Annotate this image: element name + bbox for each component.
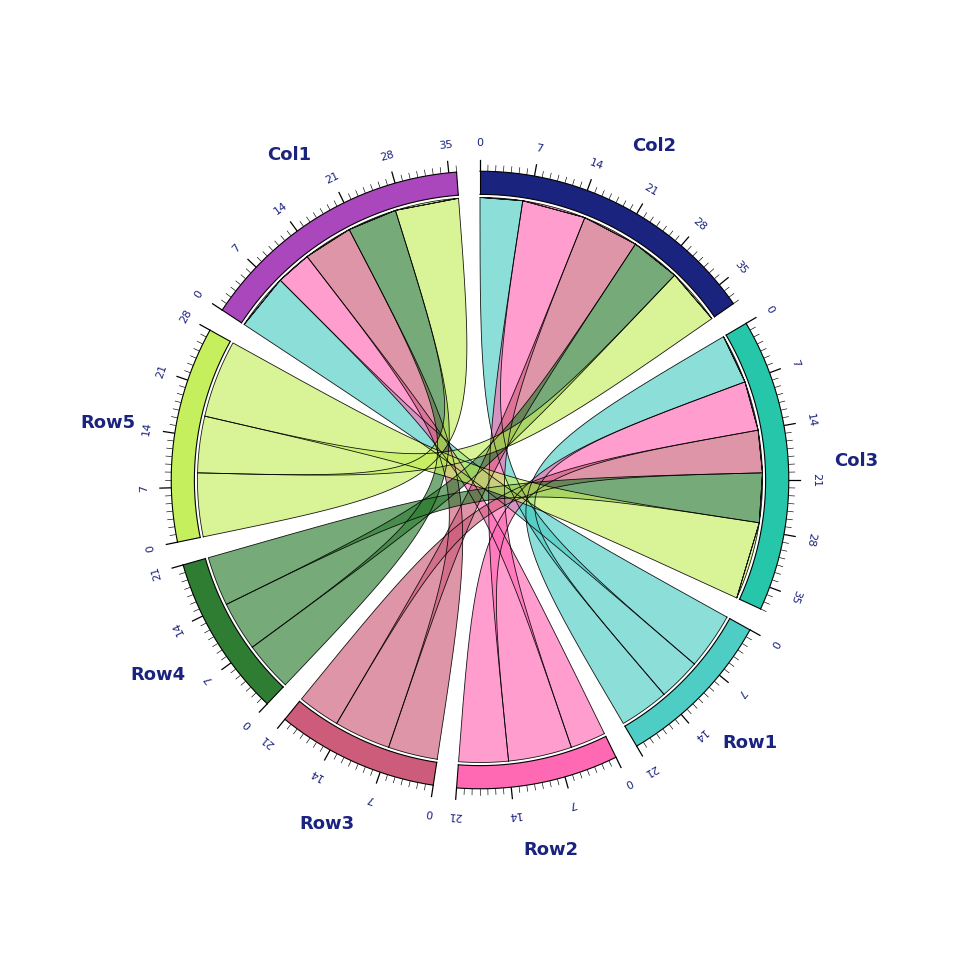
Polygon shape: [285, 702, 437, 785]
Text: 21: 21: [642, 182, 660, 198]
Polygon shape: [222, 172, 458, 323]
Text: Row4: Row4: [131, 666, 185, 684]
Polygon shape: [480, 198, 694, 694]
Text: Row5: Row5: [80, 414, 135, 432]
Polygon shape: [526, 337, 745, 724]
Text: Row2: Row2: [523, 841, 579, 859]
Text: Col2: Col2: [633, 137, 677, 156]
Text: 35: 35: [732, 259, 749, 276]
Text: 28: 28: [178, 308, 194, 325]
Text: 28: 28: [805, 532, 818, 547]
Text: 7: 7: [535, 143, 543, 155]
Text: 14: 14: [141, 421, 154, 437]
Text: 14: 14: [588, 157, 605, 172]
Text: 21: 21: [811, 473, 822, 487]
Text: 7: 7: [203, 673, 215, 685]
Polygon shape: [198, 199, 467, 537]
Polygon shape: [198, 276, 712, 475]
Text: 28: 28: [690, 216, 708, 233]
Text: 14: 14: [805, 413, 818, 428]
Text: 14: 14: [507, 809, 521, 821]
Text: 7: 7: [567, 798, 577, 809]
Text: 7: 7: [734, 686, 747, 699]
Polygon shape: [252, 210, 449, 684]
Polygon shape: [457, 736, 616, 789]
Text: Row1: Row1: [722, 734, 778, 752]
Polygon shape: [280, 256, 605, 747]
Polygon shape: [227, 244, 675, 647]
Text: 35: 35: [439, 139, 453, 151]
Text: 21: 21: [324, 170, 340, 185]
Text: 21: 21: [642, 762, 660, 778]
Polygon shape: [480, 171, 733, 317]
Polygon shape: [489, 201, 585, 761]
Text: 0: 0: [242, 718, 254, 730]
Text: 14: 14: [690, 727, 708, 744]
Polygon shape: [183, 559, 283, 704]
Polygon shape: [208, 473, 762, 605]
Polygon shape: [337, 218, 636, 747]
Text: 0: 0: [193, 289, 205, 300]
Text: 21: 21: [447, 810, 462, 821]
Polygon shape: [307, 229, 463, 759]
Text: 35: 35: [788, 588, 803, 605]
Text: 0: 0: [623, 776, 634, 788]
Polygon shape: [244, 280, 727, 664]
Text: 0: 0: [768, 637, 780, 649]
Text: 28: 28: [379, 150, 396, 163]
Text: 7: 7: [230, 242, 242, 254]
Polygon shape: [301, 430, 762, 724]
Text: 14: 14: [272, 201, 290, 217]
Text: 7: 7: [366, 793, 376, 804]
Text: 14: 14: [170, 620, 185, 636]
Text: 0: 0: [145, 543, 156, 552]
Text: 0: 0: [425, 807, 433, 818]
Text: Col3: Col3: [834, 452, 878, 469]
Text: 21: 21: [150, 564, 163, 581]
Text: 21: 21: [155, 363, 169, 379]
Text: 7: 7: [138, 485, 149, 492]
Text: 14: 14: [308, 766, 325, 782]
Polygon shape: [204, 343, 759, 598]
Text: 0: 0: [476, 138, 484, 149]
Text: 21: 21: [258, 732, 276, 749]
Polygon shape: [171, 330, 230, 542]
Text: 0: 0: [764, 303, 776, 315]
Polygon shape: [625, 618, 750, 746]
Text: Col1: Col1: [267, 146, 311, 164]
Text: Row3: Row3: [300, 815, 354, 833]
Polygon shape: [459, 382, 758, 762]
Text: 7: 7: [790, 358, 802, 369]
Polygon shape: [726, 324, 789, 609]
